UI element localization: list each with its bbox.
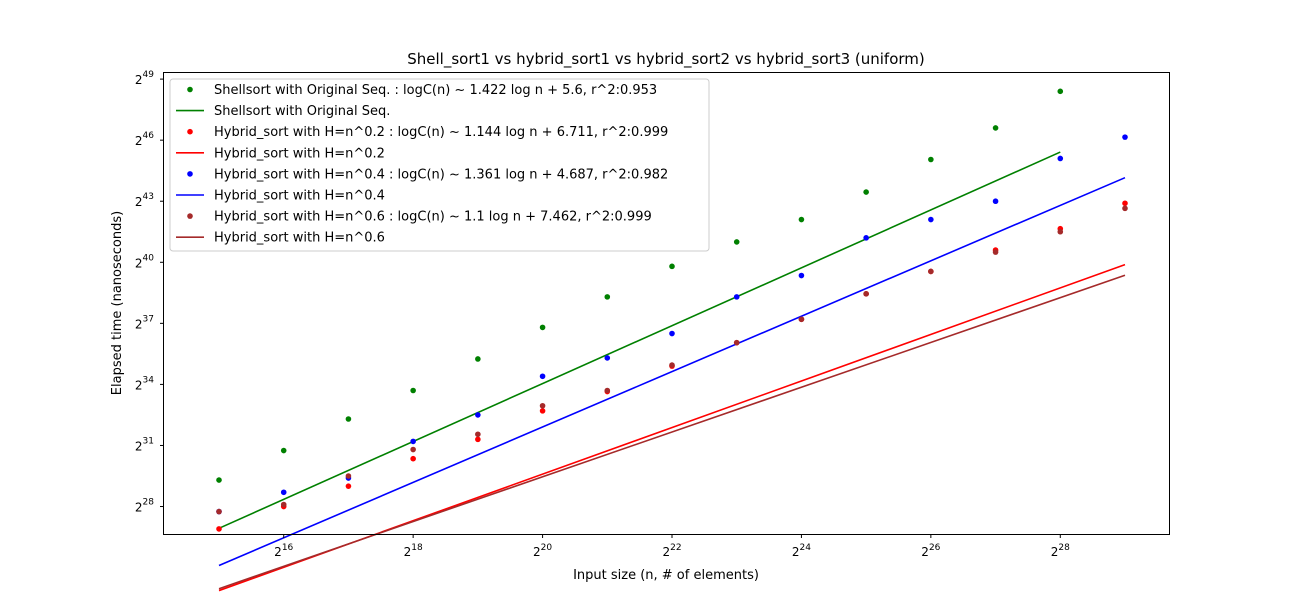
x-tick-label: 226: [921, 543, 940, 559]
data-point-hybrid_04: [1057, 155, 1064, 162]
data-point-hybrid_06: [539, 402, 546, 409]
data-point-shellsort: [539, 324, 546, 331]
series-hybrid_04: [216, 134, 1128, 567]
x-tick-label: 216: [274, 543, 293, 559]
chart-title: Shell_sort1 vs hybrid_sort1 vs hybrid_so…: [407, 50, 925, 69]
y-tick-label: 249: [135, 70, 154, 87]
series-hybrid_06: [216, 205, 1128, 590]
data-point-shellsort: [992, 125, 999, 131]
y-axis-ticks: 228 231 234 237 240 243 246 249: [135, 70, 164, 515]
data-point-hybrid_06: [345, 473, 352, 479]
data-point-hybrid_06: [1122, 205, 1128, 212]
x-tick-label: 218: [404, 543, 423, 559]
data-point-hybrid_04: [475, 412, 481, 418]
data-point-hybrid_06: [733, 339, 740, 346]
data-point-shellsort: [798, 216, 805, 223]
data-point-hybrid_06: [669, 362, 675, 368]
data-point-shellsort: [410, 387, 416, 394]
series-shellsort: [216, 88, 1064, 530]
plot-area: [216, 88, 1128, 592]
data-point-shellsort: [1057, 88, 1064, 95]
x-axis-label: Input size (n, # of elements): [573, 568, 759, 583]
legend-marker-hybrid_06: [187, 213, 193, 219]
legend-label-line-shellsort: Shellsort with Original Seq.: [214, 104, 390, 119]
data-point-hybrid_02: [345, 483, 352, 489]
data-point-hybrid_06: [475, 431, 481, 438]
legend-label-line-hybrid_06: Hybrid_sort with H=n^0.6: [214, 231, 385, 246]
legend-box: [169, 78, 710, 252]
data-point-hybrid_04: [280, 489, 287, 496]
data-point-hybrid_02: [216, 526, 222, 532]
data-point-hybrid_06: [863, 291, 869, 297]
data-point-shellsort: [345, 416, 352, 422]
y-tick-label: 228: [135, 498, 154, 515]
x-tick-label: 228: [1051, 543, 1070, 559]
legend-marker-hybrid_02: [187, 128, 193, 135]
legend-marker-hybrid_04: [187, 171, 193, 177]
data-point-hybrid_04: [798, 272, 805, 279]
data-point-hybrid_06: [1057, 228, 1064, 235]
y-axis-label: Elapsed time (nanoseconds): [110, 211, 125, 395]
legend-label-line-hybrid_02: Hybrid_sort with H=n^0.2: [214, 146, 385, 161]
data-point-hybrid_04: [669, 330, 675, 337]
y-tick-label: 246: [135, 131, 154, 148]
data-point-hybrid_06: [410, 446, 416, 453]
data-point-shellsort: [216, 477, 222, 483]
data-point-hybrid_02: [475, 436, 481, 443]
x-tick-label: 224: [792, 543, 811, 559]
data-point-shellsort: [863, 189, 869, 195]
data-point-hybrid_06: [798, 316, 805, 323]
data-point-shellsort: [928, 156, 934, 163]
data-point-shellsort: [733, 239, 740, 245]
y-tick-label: 243: [135, 192, 154, 209]
data-point-shellsort: [604, 294, 611, 300]
data-point-shellsort: [475, 356, 481, 362]
legend-label-points-hybrid_06: Hybrid_sort with H=n^0.6 : logC(n) ~ 1.1…: [214, 210, 652, 225]
y-tick-label: 240: [135, 253, 154, 270]
data-point-shellsort: [669, 263, 675, 270]
y-tick-label: 231: [135, 436, 154, 453]
legend-marker-shellsort: [187, 86, 193, 93]
data-point-hybrid_04: [604, 355, 611, 361]
legend-label-points-hybrid_02: Hybrid_sort with H=n^0.2 : logC(n) ~ 1.1…: [214, 125, 668, 140]
data-point-hybrid_02: [410, 455, 416, 462]
data-point-hybrid_04: [410, 438, 416, 445]
x-axis-ticks: 216 218 220 222 224 226 228: [274, 534, 1070, 559]
fit-line-shellsort: [218, 151, 1061, 530]
legend-label-points-shellsort: Shellsort with Original Seq. : logC(n) ~…: [214, 83, 657, 98]
data-point-hybrid_06: [604, 387, 611, 394]
plot-frame: [163, 72, 1170, 535]
legend: Shellsort with Original Seq. : logC(n) ~…: [169, 78, 710, 252]
data-point-hybrid_02: [539, 408, 546, 414]
data-point-hybrid_04: [928, 216, 934, 223]
series-hybrid_02: [216, 200, 1128, 592]
data-point-hybrid_06: [992, 249, 999, 255]
data-point-hybrid_06: [216, 508, 222, 515]
legend-label-line-hybrid_04: Hybrid_sort with H=n^0.4: [214, 189, 385, 204]
y-tick-label: 237: [135, 314, 154, 331]
legend-label-points-hybrid_04: Hybrid_sort with H=n^0.4 : logC(n) ~ 1.3…: [214, 167, 668, 182]
data-point-hybrid_04: [992, 198, 999, 205]
data-point-hybrid_04: [539, 373, 546, 380]
data-point-hybrid_04: [863, 235, 869, 241]
fit-line-hybrid_04: [218, 176, 1126, 567]
data-point-hybrid_04: [733, 294, 740, 300]
x-tick-label: 220: [533, 543, 552, 559]
data-point-shellsort: [280, 447, 287, 454]
data-point-hybrid_02: [1122, 200, 1128, 207]
y-tick-label: 234: [135, 375, 154, 392]
x-tick-label: 222: [662, 543, 681, 559]
data-point-hybrid_04: [1122, 134, 1128, 140]
fit-line-hybrid_06: [218, 274, 1126, 590]
data-point-hybrid_06: [280, 501, 287, 508]
data-point-hybrid_06: [928, 268, 934, 275]
